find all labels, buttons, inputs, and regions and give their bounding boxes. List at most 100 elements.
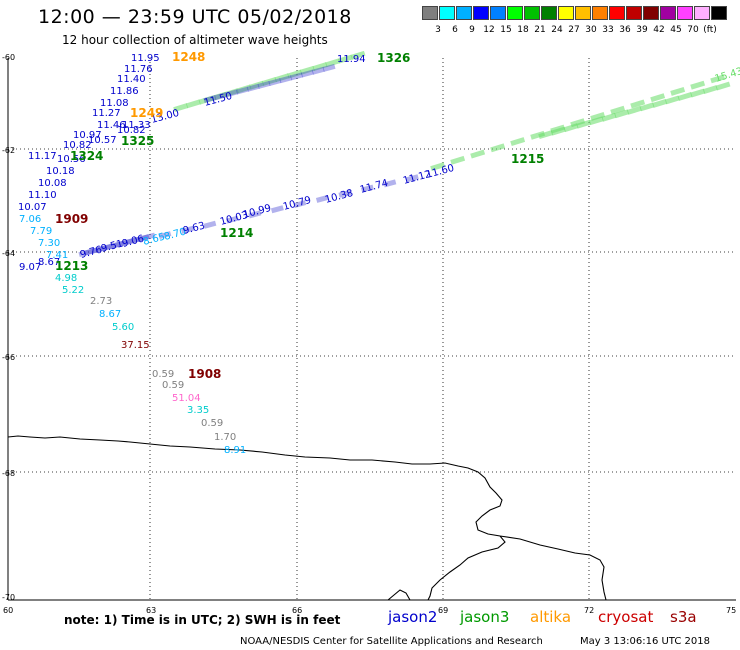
track-streak [248,210,262,219]
track-streak [450,155,466,165]
legend-swatch [524,6,540,20]
wave-height-value: 10.38 [324,188,355,206]
track-streak [211,91,227,101]
legend-swatch [660,6,676,20]
track-streak [350,50,366,60]
wave-height-value: 11.17 [28,151,57,162]
track-streak [563,123,579,133]
latitude-label: -70 [2,593,15,602]
track-streak [214,92,228,101]
legend-swatch [541,6,557,20]
legend-label: 9 [469,25,475,35]
wave-height-value: 10.18 [46,166,75,177]
track-streak [279,75,293,84]
legend-label: 24 [551,25,563,35]
coastline [7,435,607,601]
track-streak [125,237,138,246]
track-streak [470,149,486,159]
wave-height-value: 10.82 [117,125,146,136]
pass-time-label: 1214 [220,226,253,240]
longitude-label: 66 [292,606,302,615]
track-streak [261,77,277,86]
longitude-label: 72 [584,606,594,615]
legend-label: 42 [653,25,665,35]
wave-height-value: 11.94 [337,54,366,65]
track-streak [270,205,284,214]
satellite-jason2: jason2 [388,608,438,626]
track-streak [405,174,419,183]
pass-time-label: 1326 [377,51,410,65]
track-streak [311,66,325,75]
track-streak [78,249,92,258]
wave-height-value: 11.33 [122,120,151,131]
track-streak [490,143,506,153]
legend-swatch [507,6,523,20]
legend-label: 15 [500,25,512,35]
wave-height-value: 10.99 [242,203,273,221]
legend-label: 33 [602,25,614,35]
legend-swatch [575,6,591,20]
wave-height-value: 11.86 [110,86,139,97]
wave-height-value: 0.59 [162,380,184,391]
track-streak [670,86,686,96]
track-streak [702,85,718,94]
track-streak [290,72,303,81]
wave-height-value: 8.67 [99,309,121,320]
legend-label: 36 [619,25,631,35]
lat-lon-grid [8,58,736,600]
track-streak [225,89,238,98]
wave-height-value: 10.07 [18,202,47,213]
track-streak [225,215,239,224]
track-streak [710,74,726,84]
pass-time-label: 1909 [55,212,88,226]
legend-swatch [711,6,727,20]
legend-swatch [422,6,438,20]
track-streak [383,179,397,188]
pass-time-label: 1215 [511,152,544,166]
legend-swatch [456,6,472,20]
wave-height-value: 2.73 [90,296,112,307]
wave-height-value: 10.82 [63,140,92,151]
longitude-label: 63 [146,606,156,615]
track-streak [293,200,307,209]
altimeter-annotations: 11.9511.7611.4011.8611.0811.2711.4610.82… [18,50,740,456]
track-streak [235,86,249,95]
track-streak [338,189,352,198]
wave-height-value: 11.76 [124,64,153,75]
pass-time-label: 1249 [130,106,163,120]
wave-height-value: 11.40 [117,74,146,85]
wave-height-value: 10.56 [57,154,86,165]
track-streak [142,232,156,241]
wave-height-value: 4.98 [55,273,77,284]
satellite-cryosat: cryosat [598,608,654,626]
wave-height-value: 11.46 [97,120,126,131]
longitude-label: 69 [438,606,448,615]
track-streak [610,105,626,115]
track-streak [626,105,642,115]
pass-time-label: 1213 [55,259,88,273]
track-streak [530,130,546,140]
wave-height-value: 9.06 [121,234,145,250]
track-streak [322,63,336,72]
track-streak [430,162,446,172]
track-streak [136,234,150,243]
longitude-label: 60 [3,606,13,615]
track-streak [315,194,329,203]
track-streak [101,243,115,252]
legend-label: 12 [483,25,495,35]
latitude-labels: -60 -62 -64 -66 -68 -70 [2,53,15,602]
wave-height-value: 9.07 [19,262,41,273]
track-streak [203,220,217,229]
track-streak [274,73,290,83]
legend-swatch [677,6,693,20]
wave-height-value: 11.60 [425,163,456,181]
legend-label: 3 [435,25,441,35]
track-streak [630,99,646,109]
wave-height-value: 8.67 [38,257,60,268]
wave-height-value: 11.74 [359,178,390,196]
track-streak [325,58,341,68]
track-streak [601,112,617,122]
satellite-altika: altika [530,608,572,626]
wave-height-value: 8.91 [224,445,246,456]
track-streak [107,241,121,250]
